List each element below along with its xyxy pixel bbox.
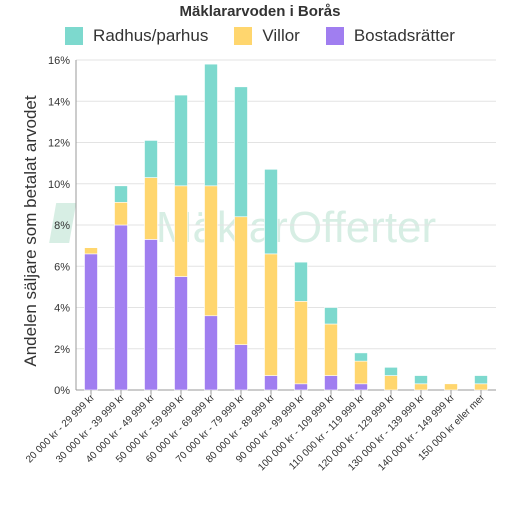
chart-legend: Radhus/parhus Villor Bostadsrätter	[0, 26, 520, 46]
bar-segment-bostadsratter	[144, 239, 158, 391]
legend-label-radhus: Radhus/parhus	[93, 26, 209, 45]
bar-segment-radhus	[354, 352, 368, 362]
bar-segment-radhus	[414, 375, 428, 385]
y-tick-label: 8%	[54, 220, 70, 232]
y-tick-label: 14%	[48, 96, 70, 108]
bar-segment-bostadsratter	[264, 375, 278, 391]
bar-segment-bostadsratter	[174, 276, 188, 391]
bar-segment-radhus	[114, 185, 128, 203]
y-tick-label: 4%	[54, 303, 70, 315]
legend-label-villor: Villor	[262, 26, 300, 45]
legend-item-villor[interactable]: Villor	[234, 26, 300, 46]
bar-segment-villor	[114, 202, 128, 226]
y-tick-label: 12%	[48, 138, 70, 150]
legend-swatch-bostadsratter	[325, 27, 344, 45]
bar-segment-radhus	[144, 140, 158, 178]
bar-segment-radhus	[264, 169, 278, 255]
legend-item-radhus[interactable]: Radhus/parhus	[65, 26, 208, 46]
legend-item-bostadsratter[interactable]: Bostadsrätter	[325, 26, 455, 46]
y-tick-label: 16%	[48, 55, 70, 67]
bar-segment-bostadsratter	[114, 224, 128, 391]
bar-segment-bostadsratter	[84, 253, 98, 391]
bar-segment-villor	[294, 301, 308, 385]
bar-segment-villor	[384, 375, 398, 391]
bar-segment-villor	[144, 177, 158, 240]
bar-segment-villor	[474, 383, 488, 391]
bar-segment-radhus	[294, 261, 308, 302]
bar-segment-villor	[174, 185, 188, 277]
bar-segment-radhus	[474, 375, 488, 385]
bar-segment-radhus	[324, 307, 338, 325]
y-tick-label: 10%	[48, 179, 70, 191]
bar-segment-villor	[204, 185, 218, 317]
y-tick-label: 0%	[54, 385, 70, 397]
bar-segment-villor	[444, 383, 458, 391]
bar-segment-villor	[354, 360, 368, 385]
bar-segment-bostadsratter	[234, 344, 248, 391]
y-tick-label: 2%	[54, 344, 70, 356]
bar-segment-bostadsratter	[324, 375, 338, 391]
watermark-logo-icon	[49, 203, 77, 243]
legend-swatch-radhus	[65, 27, 84, 45]
bar-segment-radhus	[234, 86, 248, 218]
watermark-text: MäklarOfferter	[156, 203, 436, 252]
bar-segment-villor	[414, 383, 428, 391]
legend-swatch-villor	[234, 27, 253, 45]
legend-label-bostadsratter: Bostadsrätter	[353, 26, 455, 45]
bar-segment-bostadsratter	[294, 383, 308, 391]
bar-segment-bostadsratter	[354, 383, 368, 391]
bar-segment-villor	[234, 216, 248, 345]
bar-segment-radhus	[174, 94, 188, 187]
bar-segment-villor	[264, 253, 278, 376]
bar-segment-radhus	[384, 367, 398, 376]
chart-title: Mäklararvoden i Borås	[179, 3, 341, 20]
bar-segment-radhus	[204, 63, 218, 187]
bar-segment-bostadsratter	[204, 315, 218, 391]
bar-segment-villor	[324, 323, 338, 376]
y-tick-label: 6%	[54, 261, 70, 273]
bar-segment-villor	[84, 247, 98, 255]
